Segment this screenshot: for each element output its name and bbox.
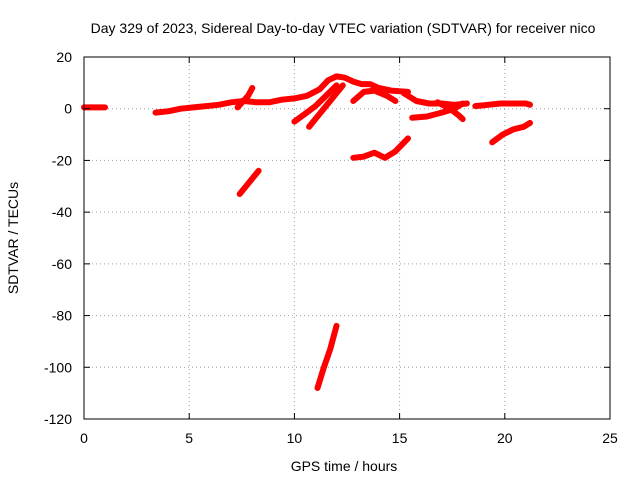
chart-title: Day 329 of 2023, Sidereal Day-to-day VTE… [91,20,596,36]
x-tick-label: 15 [392,430,408,446]
x-tick-label: 5 [185,430,193,446]
y-tick-label: -20 [52,152,72,168]
series-arc-3 [234,85,256,111]
series-arc-8 [350,135,411,161]
axis-ticks: 0 5 10 15 20 25 -120 -100 -80 -60 -40 -20 0 20 [44,49,618,446]
y-axis-label: SDTVAR / TECUs [5,182,21,294]
x-tick-label: 10 [287,430,303,446]
y-tick-label: -40 [52,204,72,220]
y-tick-label: -60 [52,256,72,272]
series-arc-4 [236,167,262,197]
y-tick-label: 0 [64,101,72,117]
x-tick-label: 20 [497,430,513,446]
series-arc-2 [152,73,411,116]
series-arc-6 [306,82,346,130]
series-arc-12 [434,99,466,123]
series-arc-13 [472,100,533,110]
y-tick-label: 20 [56,49,72,65]
y-tick-label: -120 [44,411,72,427]
grid-lines [84,57,610,419]
y-tick-label: -80 [52,308,72,324]
x-axis-label: GPS time / hours [291,458,398,474]
x-tick-label: 25 [602,430,618,446]
plot-frame [83,56,611,420]
x-tick-label: 0 [80,430,88,446]
y-tick-label: -100 [44,359,72,375]
series-arc-9 [350,87,399,104]
series-arc-7 [314,322,340,391]
series-arc-11 [409,100,466,121]
series-arc-5 [291,82,340,125]
data-series [81,73,533,391]
series-arc-14 [489,119,533,146]
